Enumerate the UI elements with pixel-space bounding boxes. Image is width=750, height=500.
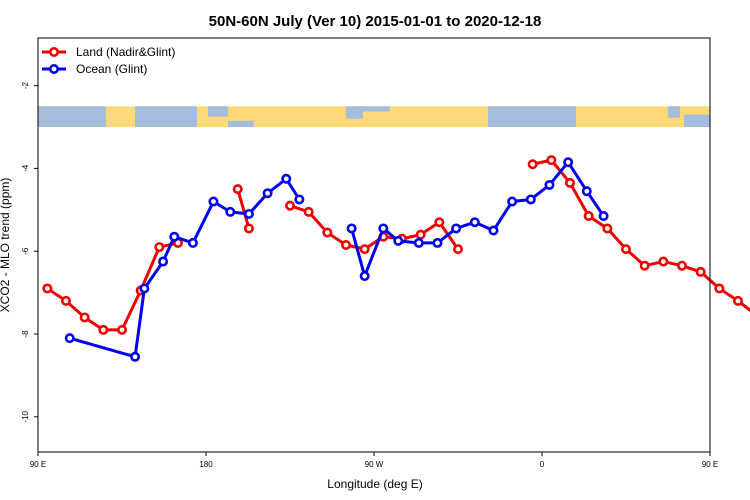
series-0-point-2-0 — [284, 200, 295, 211]
y-axis: -2 -4 -6 -8 -10 — [21, 82, 38, 423]
series-0-point-2-7 — [415, 229, 426, 240]
series-land — [42, 155, 750, 335]
map-ocean-shape-6 — [488, 106, 576, 128]
x-tick-label-2: 90 W — [365, 460, 384, 469]
map-band-ocean-shapes — [38, 106, 710, 128]
series-1-point-0-5 — [187, 237, 198, 248]
legend-ocean-marker — [48, 64, 59, 75]
series-0-point-3-10 — [714, 283, 725, 294]
series-0-point-2-3 — [340, 240, 351, 251]
series-1-point-1-2 — [378, 223, 389, 234]
x-tick-label-4: 90 E — [702, 460, 718, 469]
series-0-point-0-0 — [42, 283, 53, 294]
series-0-point-0-6 — [154, 242, 165, 253]
series-1-point-1-7 — [469, 217, 480, 228]
series-0-point-3-7 — [658, 256, 669, 267]
series-0-point-3-0 — [527, 159, 538, 170]
x-tick-label-1: 180 — [199, 460, 213, 469]
y-tick-label-1: -4 — [21, 164, 30, 172]
legend-item-ocean: Ocean (Glint) — [42, 62, 147, 76]
legend-ocean-label: Ocean (Glint) — [76, 62, 147, 76]
map-ocean-shape-8 — [684, 114, 710, 128]
series-0-point-2-2 — [322, 227, 333, 238]
series-0-line-1 — [236, 188, 251, 229]
x-axis-label: Longitude (deg E) — [327, 477, 422, 491]
series-1-point-1-14 — [598, 211, 609, 222]
series-0-point-3-8 — [676, 260, 687, 271]
series-0-point-3-1 — [546, 155, 557, 166]
y-tick-label-3: -8 — [21, 330, 30, 338]
legend-land-label: Land (Nadir&Glint) — [76, 45, 175, 59]
series-0-point-0-4 — [117, 324, 128, 335]
series-0-point-1-0 — [232, 184, 243, 195]
series-0-point-0-1 — [60, 295, 71, 306]
series-1-point-0-1 — [130, 351, 141, 362]
series-1-point-0-7 — [225, 206, 236, 217]
series-1-point-0-6 — [208, 196, 219, 207]
series-1-point-1-5 — [432, 237, 443, 248]
map-ocean-shape-2 — [208, 106, 228, 117]
series-1-point-1-6 — [451, 223, 462, 234]
series-0-line-3 — [532, 158, 750, 313]
map-ocean-shape-3 — [228, 120, 254, 128]
series-0-point-2-1 — [303, 206, 314, 217]
chart-title: 50N-60N July (Ver 10) 2015-01-01 to 2020… — [209, 13, 542, 30]
map-ocean-shape-1 — [135, 106, 197, 128]
y-tick-label-2: -6 — [21, 247, 30, 255]
series-1-point-1-0 — [346, 223, 357, 234]
series-0-point-0-2 — [79, 312, 90, 323]
series-1-point-1-13 — [581, 186, 592, 197]
series-0-point-2-9 — [452, 244, 463, 255]
series-0-point-2-4 — [359, 244, 370, 255]
x-axis: 90 E 180 90 W 0 90 E — [30, 452, 718, 469]
series-0-line-0 — [46, 241, 179, 332]
legend: Land (Nadir&Glint) Ocean (Glint) — [42, 45, 175, 76]
series-0-point-3-9 — [695, 266, 706, 277]
series-1-point-0-3 — [158, 256, 169, 267]
series-1-point-1-1 — [359, 271, 370, 282]
series-1-point-1-9 — [507, 196, 518, 207]
legend-land-marker — [48, 46, 59, 57]
x-tick-label-3: 0 — [540, 460, 545, 469]
map-ocean-shape-0 — [38, 106, 106, 128]
map-ocean-shape-7 — [668, 106, 680, 118]
series-0-point-3-4 — [602, 223, 613, 234]
x-tick-label-0: 90 E — [30, 460, 46, 469]
series-1-point-1-8 — [488, 225, 499, 236]
map-ocean-shape-5 — [362, 106, 390, 112]
series-1-point-0-4 — [169, 231, 180, 242]
series-1-point-0-10 — [281, 173, 292, 184]
series-1-point-0-9 — [262, 188, 273, 199]
series-1-point-0-2 — [139, 283, 150, 294]
map-ocean-shape-4 — [346, 106, 363, 119]
series-0-point-3-6 — [639, 260, 650, 271]
legend-item-land: Land (Nadir&Glint) — [42, 45, 175, 59]
series-ocean — [64, 157, 609, 362]
series-1-point-1-10 — [525, 194, 536, 205]
series-0-point-2-8 — [434, 217, 445, 228]
series-1-point-1-4 — [413, 237, 424, 248]
plot-content — [42, 155, 750, 362]
series-0-point-3-11 — [732, 295, 743, 306]
series-0-point-3-5 — [620, 244, 631, 255]
series-0-point-3-3 — [583, 211, 594, 222]
series-0-line-2 — [289, 204, 460, 251]
y-tick-label-4: -10 — [21, 410, 30, 422]
series-1-point-1-11 — [544, 179, 555, 190]
series-1-point-0-11 — [294, 194, 305, 205]
series-0-point-0-3 — [98, 324, 109, 335]
y-tick-label-0: -2 — [21, 82, 30, 90]
plot-frame — [37, 37, 711, 453]
series-1-point-0-8 — [243, 208, 254, 219]
y-axis-label: XCO2 - MLO trend (ppm) — [0, 178, 12, 313]
series-1-point-1-12 — [563, 157, 574, 168]
series-0-point-3-2 — [564, 177, 575, 188]
series-1-point-1-3 — [393, 235, 404, 246]
world-map-band — [38, 106, 710, 128]
series-1-point-0-0 — [64, 333, 75, 344]
series-0-point-1-1 — [243, 223, 254, 234]
